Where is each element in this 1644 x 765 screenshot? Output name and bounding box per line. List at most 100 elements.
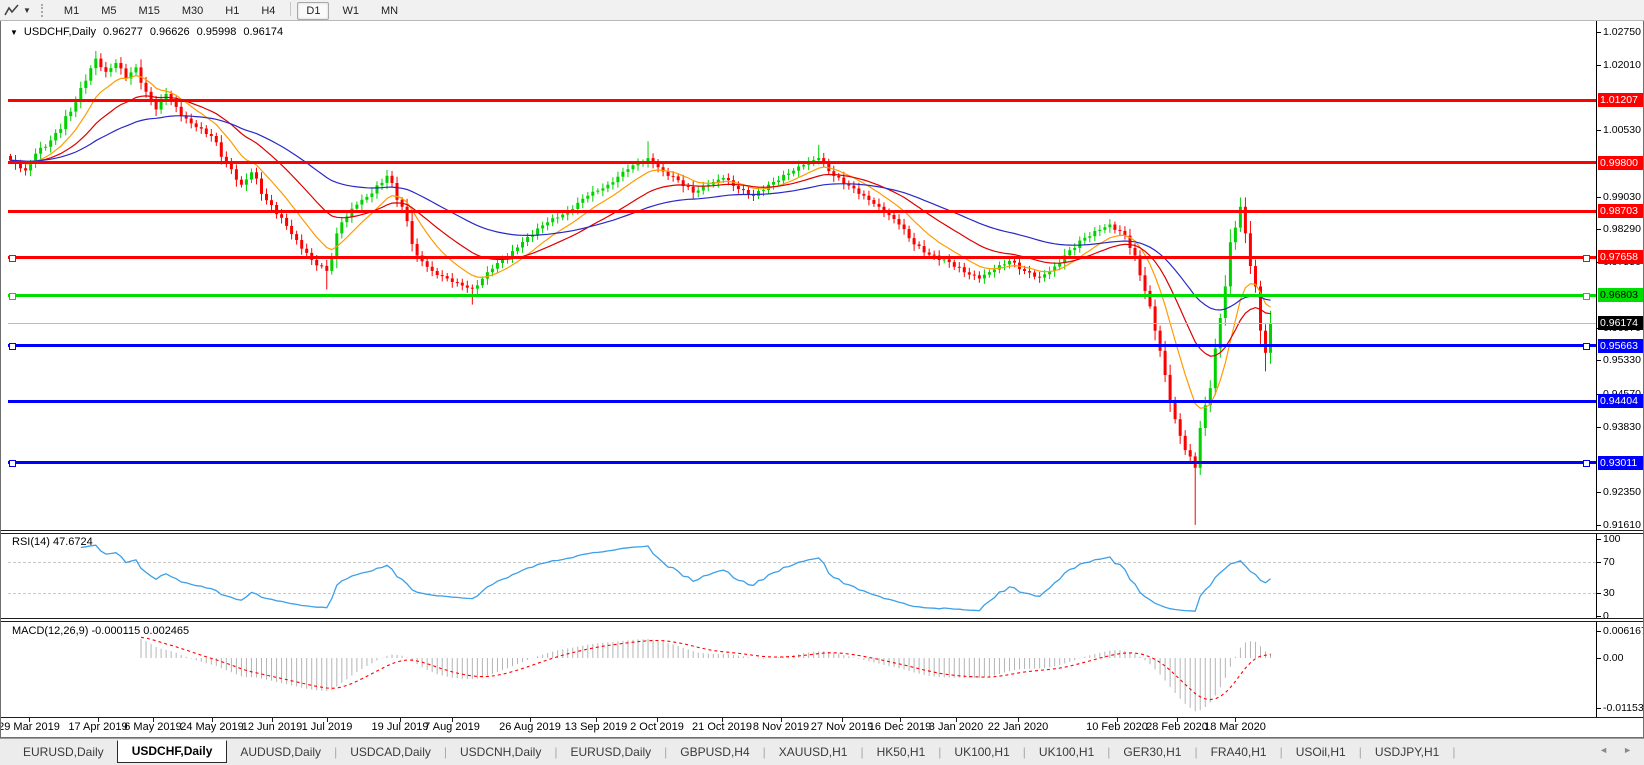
tab-uk100-h1[interactable]: UK100,H1 (1038, 745, 1095, 759)
macd-tick (1596, 631, 1601, 633)
line-handle-right[interactable] (1583, 292, 1590, 300)
tab-usoil-h1[interactable]: USOil,H1 (1295, 745, 1346, 759)
charts-toolbar-icon[interactable]: ▼ (4, 3, 31, 17)
macd-panel-separator[interactable] (1, 618, 1643, 622)
tabs-scroll-right-icon[interactable]: ► (1623, 745, 1632, 755)
line-handle-right[interactable] (1583, 460, 1590, 468)
ohlc-high: 0.96626 (149, 26, 190, 38)
date-label: 10 Feb 2020 (1086, 721, 1148, 733)
line-handle-left[interactable] (9, 343, 16, 351)
price-tick-label: 1.02750 (1603, 26, 1641, 39)
date-tick (400, 718, 401, 722)
date-label: 24 May 2019 (180, 721, 244, 733)
line-handle-right[interactable] (1583, 254, 1590, 262)
date-tick (842, 718, 843, 722)
price-tag-0.98703: 0.98703 (1598, 204, 1644, 219)
tab-gbpusd-h4[interactable]: GBPUSD,H4 (680, 745, 750, 759)
date-label: 27 Nov 2019 (810, 721, 874, 733)
date-tick (1117, 718, 1118, 722)
tab-separator: | (1279, 745, 1283, 759)
timeframe-w1[interactable]: W1 (342, 4, 359, 17)
timeframe-h4[interactable]: H4 (261, 4, 276, 17)
price-tick-label: 0.92350 (1603, 486, 1641, 499)
price-tag-0.93011: 0.93011 (1598, 455, 1644, 470)
macd-signal-value: 0.002465 (143, 625, 190, 637)
tab-usdcnh-daily[interactable]: USDCNH,Daily (460, 745, 542, 759)
price-line-0.93011[interactable] (8, 461, 1596, 465)
price-line-0.98703[interactable] (8, 209, 1596, 213)
price-line-0.95663[interactable] (8, 344, 1596, 348)
tab-separator: | (762, 745, 766, 759)
ohlc-low: 0.95998 (196, 26, 237, 38)
rsi-tick (1596, 616, 1601, 617)
date-label: 29 Mar 2019 (0, 721, 60, 733)
price-line-0.94404[interactable] (8, 399, 1596, 403)
tabs-scroll-left-icon[interactable]: ◄ (1599, 745, 1608, 755)
tab-separator: | (1194, 745, 1198, 759)
tab-hk50-h1[interactable]: HK50,H1 (876, 745, 926, 759)
price-tick (1596, 130, 1601, 132)
chevron-down-icon[interactable]: ▼ (23, 5, 31, 15)
tab-eurusd-daily[interactable]: EURUSD,Daily (570, 745, 652, 759)
date-tick (98, 718, 99, 722)
price-line-0.97658[interactable] (8, 255, 1596, 259)
price-tag-0.95663: 0.95663 (1598, 338, 1644, 353)
timeframe-m15[interactable]: M15 (138, 4, 160, 17)
chart-title: ▼ USDCHF,Daily 0.96277 0.96626 0.95998 0.9617… (10, 26, 283, 38)
rsi-value: 47.6724 (52, 536, 93, 548)
date-tick (781, 718, 782, 722)
price-tick-label: 0.93830 (1603, 420, 1641, 433)
rsi-tick (1596, 562, 1601, 564)
rsi-tick (1596, 539, 1601, 540)
rsi-tick-label: 0 (1603, 610, 1609, 622)
timeframe-toolbar: ▼ M1 M5 M15 M30 H1 H4 D1 W1 MN (0, 0, 1644, 21)
rsi-tick (1596, 592, 1601, 594)
tab-usdchf-daily[interactable]: USDCHF,Daily (116, 739, 228, 763)
date-label: 12 Jun 2019 (241, 721, 303, 733)
rsi-tick-label: 30 (1603, 586, 1615, 599)
price-line-0.96803[interactable] (8, 293, 1596, 297)
date-tick (327, 718, 328, 722)
timeframe-mn[interactable]: MN (380, 4, 399, 17)
timeframe-m1[interactable]: M1 (63, 4, 80, 17)
line-handle-left[interactable] (9, 460, 16, 468)
date-label: 6 May 2019 (124, 721, 182, 733)
date-tick (1018, 718, 1019, 722)
price-tag-0.97658: 0.97658 (1598, 250, 1644, 265)
timeframe-m30[interactable]: M30 (181, 4, 204, 17)
line-handle-left[interactable] (9, 254, 16, 262)
tab-ger30-h1[interactable]: GER30,H1 (1123, 745, 1182, 759)
date-tick (956, 718, 957, 722)
chart-menu-caret-icon[interactable]: ▼ (10, 28, 18, 37)
tab-xauusd-h1[interactable]: XAUUSD,H1 (778, 745, 848, 759)
tab-usdjpy-h1[interactable]: USDJPY,H1 (1374, 745, 1440, 759)
line-handle-left[interactable] (9, 292, 16, 300)
price-tick-label: 1.00530 (1603, 124, 1641, 137)
tab-usdcad-daily[interactable]: USDCAD,Daily (350, 745, 431, 759)
price-line-0.99800[interactable] (8, 161, 1596, 165)
rsi-panel-separator[interactable] (1, 530, 1643, 534)
date-label: 8 Nov 2019 (752, 721, 810, 733)
line-handle-right[interactable] (1583, 343, 1590, 351)
price-tick (1596, 229, 1601, 231)
price-line-1.01207[interactable] (8, 98, 1596, 102)
tab-audusd-daily[interactable]: AUDUSD,Daily (240, 745, 322, 759)
tab-fra40-h1[interactable]: FRA40,H1 (1210, 745, 1267, 759)
tab-separator: | (938, 745, 942, 759)
price-tick (1596, 64, 1601, 66)
date-tick (1235, 718, 1236, 722)
rsi-indicator-label: RSI(14) 47.6724 (12, 536, 93, 548)
tab-eurusd-daily[interactable]: EURUSD,Daily (23, 745, 104, 759)
price-tick (1596, 360, 1601, 362)
tab-uk100-h1[interactable]: UK100,H1 (954, 745, 1010, 759)
date-label: 18 Mar 2020 (1204, 721, 1266, 733)
timeframe-h1[interactable]: H1 (225, 4, 240, 17)
timeframe-m5[interactable]: M5 (101, 4, 117, 17)
toolbar-separator (290, 2, 292, 17)
toolbar-grip[interactable] (40, 3, 46, 17)
price-tag-0.99800: 0.99800 (1598, 155, 1644, 170)
timeframe-d1[interactable]: D1 (297, 1, 330, 20)
chart-tabs: EURUSD,Daily USDCHF,Daily AUDUSD,Daily | USD… (10, 739, 1455, 763)
date-label: 13 Sep 2019 (564, 721, 628, 733)
